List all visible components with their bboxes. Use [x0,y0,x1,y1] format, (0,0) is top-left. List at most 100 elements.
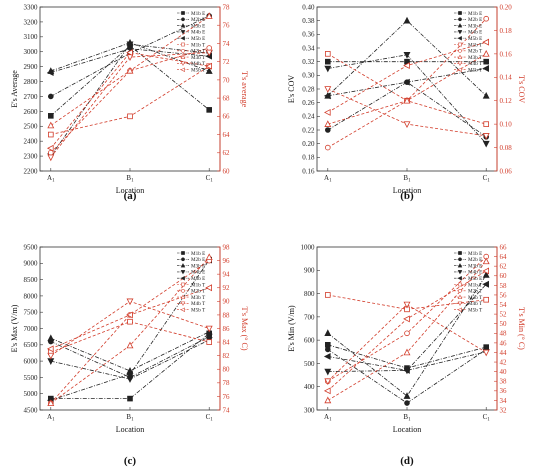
right-tick-label: 72 [223,58,231,66]
right-tick-label: 74 [223,40,231,48]
x-tick-label: A1 [47,174,55,184]
data-point-t-1 [127,318,133,325]
right-tick-label: 50 [500,320,508,328]
data-point-t-2 [483,15,490,22]
legend-marker [457,307,462,312]
data-point-t-5 [482,38,490,46]
left-tick-label: 0.20 [302,140,315,148]
legend-marker [181,251,185,255]
legend-marker [180,301,186,306]
left-tick-label: 0.32 [302,58,315,66]
right-tick-label: 44 [500,349,508,357]
left-tick-label: 5000 [24,390,39,398]
right-tick-label: 80 [223,366,231,374]
data-point-e-1 [324,341,331,348]
legend-entry: M3b T [468,295,483,301]
left-tick-label: 2500 [24,123,39,131]
legend-marker [457,61,463,66]
left-tick-label: 3000 [24,48,39,56]
right-tick-label: 36 [500,387,508,395]
left-tick-label: 0.34 [302,44,315,52]
data-point-t-4 [403,301,411,309]
panel-label: (b) [400,190,414,202]
x-tick-label: B1 [403,413,411,423]
legend-entry: M3b E [468,23,482,29]
data-point-t-5 [205,284,213,292]
x-axis-title: Location [116,186,144,195]
data-point-e-1 [206,107,213,113]
x-tick-label: C1 [483,413,491,423]
right-tick-label: 66 [500,243,508,251]
series-line-e-4 [327,351,487,372]
panel-label: (a) [124,190,137,202]
y2-axis-title: T's Max (° C) [240,307,249,351]
left-tick-label: 2700 [24,93,39,101]
legend-entry: M3b T [191,55,206,61]
legend-entry: M4b E [468,30,482,36]
right-tick-label: 32 [500,406,508,414]
right-tick-label: 90 [223,298,231,306]
legend-entry: M2b T [468,49,483,55]
legend-marker [180,23,186,28]
legend-marker [180,263,186,268]
series-line-e-4 [50,43,210,157]
legend-marker [180,294,186,299]
data-point-e-5 [482,65,490,72]
data-point-e-2 [324,127,331,133]
left-tick-label: 5500 [24,374,39,382]
right-tick-label: 0.10 [500,121,513,129]
data-point-e-3 [205,67,213,74]
data-point-t-5 [46,345,54,353]
data-point-e-1 [483,58,489,65]
left-tick-label: 0.28 [302,85,315,93]
legend-marker [457,301,463,306]
right-tick-label: 0.12 [500,97,513,105]
legend-entry: M3b E [191,263,205,269]
series-line-t-5 [50,287,210,350]
chart-panel-1: 2200 2300 2400 2500 2600 2700 2800 2900 3000 3100… [10,3,249,202]
left-tick-label: 2800 [24,78,39,86]
x-tick-label: A1 [324,174,332,184]
series-line-e-3 [50,331,210,372]
right-tick-label: 0.14 [500,74,513,82]
series-line-e-3 [327,274,487,397]
x-tick-label: B1 [403,174,411,184]
right-tick-label: 60 [500,272,508,280]
legend-marker [181,42,185,47]
data-point-t-4 [324,86,332,93]
left-tick-label: 7000 [24,325,39,333]
legend-marker [457,294,463,299]
data-point-t-5 [403,315,410,323]
left-tick-label: 8500 [24,276,39,284]
left-tick-label: 500 [304,360,315,368]
right-tick-label: 52 [500,311,508,319]
left-tick-label: 0.24 [302,113,315,121]
right-tick-label: 70 [223,76,231,84]
left-tick-label: 0.22 [302,126,315,134]
legend-marker [181,11,185,15]
legend-entry: M2b E [191,17,205,23]
right-tick-label: 56 [500,291,508,299]
right-tick-label: 94 [223,271,231,279]
right-tick-label: 48 [500,330,508,338]
legend-entry: M3b E [468,263,482,269]
legend-entry: M1b T [468,282,483,288]
data-point-t-4 [47,352,55,360]
y-axis-title: E's Min (V/m) [287,305,296,352]
right-tick-label: 0.16 [500,50,513,58]
data-point-t-4 [205,49,213,57]
chart-panel-2: 0.16 0.18 0.20 0.22 0.24 0.26 0.28 0.30 0.32 0.34… [287,3,526,202]
data-point-t-1 [483,121,489,127]
legend-marker [457,54,463,59]
data-point-e-4 [126,41,134,49]
left-tick-label: 6500 [24,341,39,349]
left-tick-label: 2400 [24,138,39,146]
data-point-t-5 [126,49,133,57]
right-tick-label: 38 [500,378,508,386]
x-axis-title: Location [393,425,421,434]
x-tick-label: A1 [47,413,55,423]
data-point-t-3 [324,396,332,404]
right-tick-label: 82 [223,352,231,360]
